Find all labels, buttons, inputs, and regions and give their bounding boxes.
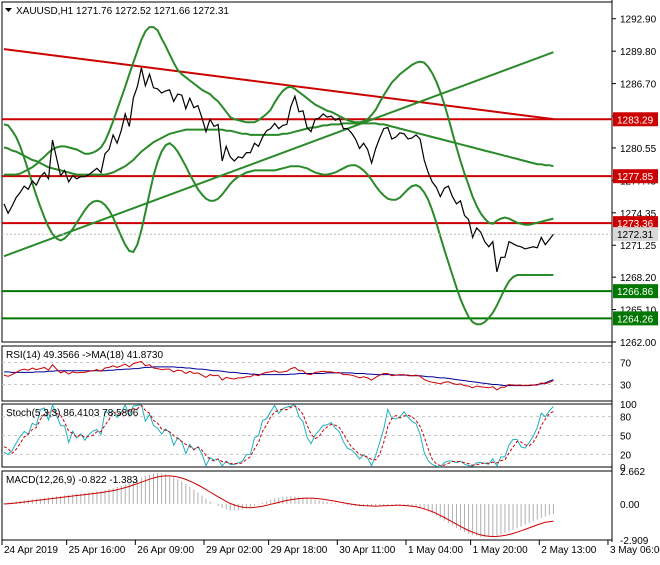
bollinger-middle [3,122,554,176]
rsi-series [3,360,554,391]
trendline-1 [3,51,554,258]
price-series [3,67,554,273]
main-y-tick-label: 1289.80 [620,47,657,58]
macd-y-tick-label: -2.909 [620,536,649,547]
stoch-k-series [3,403,554,468]
macd-signal-series [3,475,554,538]
price-label-text: 1264.26 [617,314,654,325]
bollinger-upper [4,26,554,226]
main-y-tick-label: 1265.10 [620,306,657,317]
collapse-arrow-icon [5,8,12,12]
stoch-y-tick-label: 100 [620,400,637,411]
price-label-box [613,216,658,231]
x-tick-label: 25 Apr 16:00 [69,545,126,556]
bollinger-lower [3,123,554,326]
main-header-label: XAUUSD,H1 1271.76 1272.52 1271.66 1272.3… [16,6,229,17]
price-label-text: 1283.29 [617,115,654,126]
price-label-box [613,112,658,127]
stoch-y-tick-label: 0 [620,463,626,474]
x-tick-label: 3 May 06:00 [610,545,660,556]
price-label-text: 1273.36 [617,219,654,230]
main-y-tick-label: 1262.00 [620,338,657,349]
x-tick-label: 30 Apr 11:00 [339,545,395,556]
trendline-0 [3,48,554,121]
price-label-text: 1266.86 [617,287,654,298]
x-tick-label: 26 Apr 09:00 [137,545,194,556]
x-tick-label: 29 Apr 18:00 [271,545,328,556]
price-label-text: 1277.85 [617,172,654,183]
x-tick-label: 2 May 13:00 [541,545,596,556]
rsi-y-tick-label: 30 [620,381,632,392]
main-y-tick-label: 1280.55 [620,144,657,155]
main-y-tick-label: 1271.25 [620,241,657,252]
macd-y-tick-label: 2.662 [620,467,645,478]
x-tick-label: 24 Apr 2019 [4,545,58,556]
macd-header-label: MACD(12,26,9) -0.822 -1.383 [6,475,138,486]
stoch-d-series [3,404,554,467]
stoch-y-tick-label: 80 [620,413,632,424]
price-label-box [613,311,658,326]
stoch-y-tick-label: 50 [620,432,632,443]
rsi-y-tick-label: 70 [620,359,632,370]
rsi-ma-series [4,366,554,387]
stoch-y-tick-label: 20 [620,450,632,461]
price-label-text: 1272.31 [617,230,654,241]
price-label-box [613,284,658,299]
main-y-tick-label: 1286.70 [620,80,657,91]
price-label-box [613,169,658,184]
price-label-box [613,227,658,242]
x-tick-label: 1 May 04:00 [408,545,463,556]
main-y-tick-label: 1292.90 [620,15,657,26]
main-y-tick-label: 1268.20 [620,273,657,284]
macd-y-tick-label: 0.00 [620,500,640,511]
x-tick-label: 29 Apr 02:00 [206,545,263,556]
main-y-tick-label: 1274.35 [620,209,657,220]
x-tick-label: 1 May 20:00 [473,545,528,556]
rsi-header-label: RSI(14) 49.3566 ->MA(18) 41.8730 [6,350,163,361]
stoch-header-label: Stoch(5,3,3) 86.4103 78.5806 [6,408,139,419]
